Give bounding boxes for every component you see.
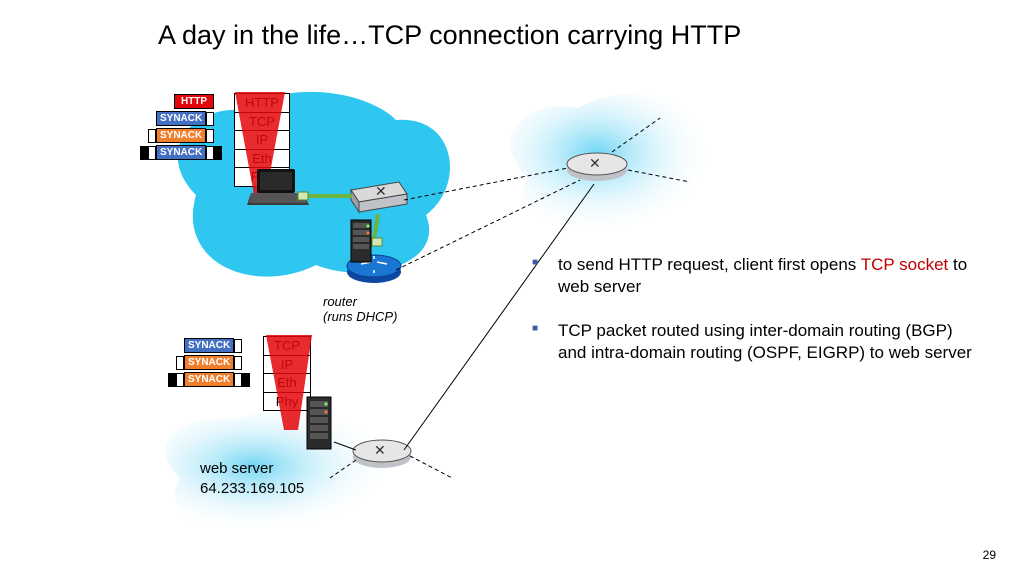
router-label-line1: router (323, 294, 357, 309)
page-number: 29 (983, 548, 996, 562)
webserver-ip: 64.233.169.105 (200, 480, 304, 497)
router-label-line2: (runs DHCP) (323, 309, 397, 324)
bullet-list: to send HTTP request, client first opens… (532, 254, 972, 386)
bullet-item: to send HTTP request, client first opens… (532, 254, 972, 298)
webserver-label: web server (200, 460, 273, 477)
bullet-text: to send HTTP request, client first opens (558, 255, 861, 274)
router-label: router (runs DHCP) (323, 294, 397, 324)
bullet-highlight: TCP socket (861, 255, 949, 274)
bullet-item: TCP packet routed using inter-domain rou… (532, 320, 972, 364)
